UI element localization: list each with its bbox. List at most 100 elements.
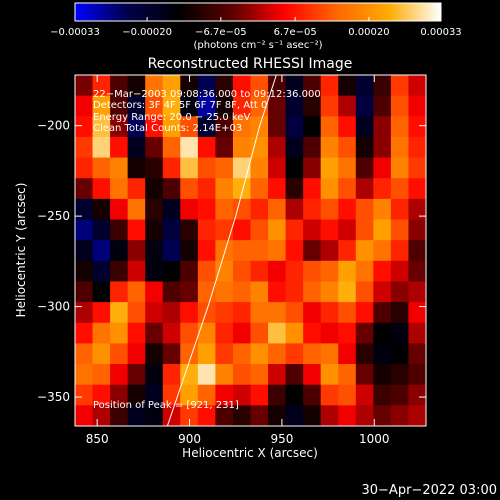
heatmap-cell: [92, 95, 111, 117]
heatmap-cell: [215, 364, 234, 386]
heatmap-cell: [355, 219, 374, 241]
heatmap-cell: [390, 95, 410, 117]
heatmap-cell: [408, 281, 426, 303]
heatmap-cell: [250, 384, 269, 406]
heatmap-cell: [162, 136, 181, 159]
heatmap-cell: [285, 302, 304, 324]
x-axis-label: Heliocentric X (arcsec): [182, 446, 318, 460]
heatmap-cell: [162, 260, 181, 283]
heatmap-cell: [408, 384, 426, 406]
heatmap-cell: [338, 198, 357, 221]
heatmap-cell: [355, 260, 374, 283]
heatmap-cell: [338, 302, 357, 324]
heatmap-cell: [180, 405, 199, 426]
heatmap-cell: [303, 322, 322, 345]
heatmap-cell: [75, 302, 94, 324]
heatmap-cell: [232, 198, 252, 221]
annotation-time-range: 22−Mar−2003 09:08:36.000 to 09:12:36.000: [93, 89, 321, 100]
heatmap-cell: [250, 322, 269, 345]
heatmap-cell: [373, 75, 392, 97]
heatmap-cell: [127, 405, 146, 426]
heatmap-cell: [303, 116, 322, 138]
heatmap-cell: [145, 364, 164, 386]
y-tick-label: −350: [37, 390, 70, 404]
heatmap-cell: [250, 240, 269, 262]
heatmap-cell: [180, 260, 199, 283]
heatmap-cell: [408, 198, 426, 221]
heatmap-cell: [373, 157, 392, 179]
heatmap-cell: [338, 322, 357, 345]
heatmap-cell: [390, 116, 410, 138]
heatmap-cell: [408, 136, 426, 159]
heatmap-cell: [92, 136, 111, 159]
chart-title: Reconstructed RHESSI Image: [148, 56, 353, 72]
heatmap-cell: [127, 322, 146, 345]
heatmap-cell: [303, 281, 322, 303]
heatmap-cell: [268, 260, 287, 283]
heatmap-cell: [162, 198, 181, 221]
heatmap-cell: [92, 157, 111, 179]
heatmap-cell: [197, 240, 216, 262]
colorbar-gradient: [74, 2, 442, 22]
heatmap-cell: [338, 343, 357, 365]
heatmap-cell: [232, 322, 252, 345]
heatmap-cell: [75, 219, 94, 241]
heatmap-cell: [92, 116, 111, 138]
heatmap-cell: [92, 322, 111, 345]
heatmap-cell: [232, 178, 252, 200]
heatmap-cell: [180, 136, 199, 159]
heatmap-cell: [110, 364, 129, 386]
heatmap-cell: [110, 281, 129, 303]
heatmap-cell: [408, 178, 426, 200]
heatmap-cell: [110, 198, 129, 221]
peak-position-label: Position of Peak = [921, 231]: [93, 400, 239, 411]
heatmap-cell: [75, 343, 94, 365]
heatmap-cell: [303, 219, 322, 241]
heatmap-cell: [145, 405, 164, 426]
heatmap-cell: [355, 384, 374, 406]
heatmap-cell: [250, 157, 269, 179]
heatmap-cell: [303, 157, 322, 179]
heatmap-cell: [408, 75, 426, 97]
heatmap-cell: [408, 260, 426, 283]
heatmap-cell: [355, 75, 374, 97]
heatmap-cells: [75, 75, 426, 426]
heatmap-cell: [373, 136, 392, 159]
heatmap-cell: [197, 136, 216, 159]
heatmap-cell: [197, 405, 216, 426]
heatmap-cell: [303, 75, 322, 97]
heatmap-cell: [127, 198, 146, 221]
heatmap-cell: [162, 364, 181, 386]
heatmap-cell: [162, 281, 181, 303]
heatmap-cell: [180, 302, 199, 324]
solar-limb-curve: [166, 75, 277, 426]
heatmap-cell: [390, 75, 410, 97]
heatmap-cell: [180, 240, 199, 262]
y-tick-label: −300: [37, 300, 70, 314]
heatmap-cell: [285, 75, 304, 97]
heatmap-cell: [355, 198, 374, 221]
heatmap-cell: [268, 95, 287, 117]
heatmap-cell: [285, 157, 304, 179]
heatmap-cell: [215, 260, 234, 283]
heatmap-cell: [145, 178, 164, 200]
heatmap-cell: [250, 281, 269, 303]
heatmap-cell: [75, 157, 94, 179]
heatmap-cell: [110, 405, 129, 426]
heatmap-cell: [162, 322, 181, 345]
heatmap-cell: [127, 95, 146, 117]
heatmap-cell: [250, 75, 269, 97]
heatmap-cell: [75, 75, 94, 97]
heatmap-cell: [110, 343, 129, 365]
heatmap-cell: [338, 405, 357, 426]
heatmap-cell: [197, 260, 216, 283]
x-tick-label: 1000: [359, 432, 390, 446]
heatmap-cell: [408, 240, 426, 262]
heatmap-cell: [110, 75, 129, 97]
heatmap-cell: [197, 322, 216, 345]
heatmap-cell: [180, 75, 199, 97]
heatmap-cell: [355, 302, 374, 324]
heatmap-cell: [162, 240, 181, 262]
heatmap-cell: [285, 343, 304, 365]
